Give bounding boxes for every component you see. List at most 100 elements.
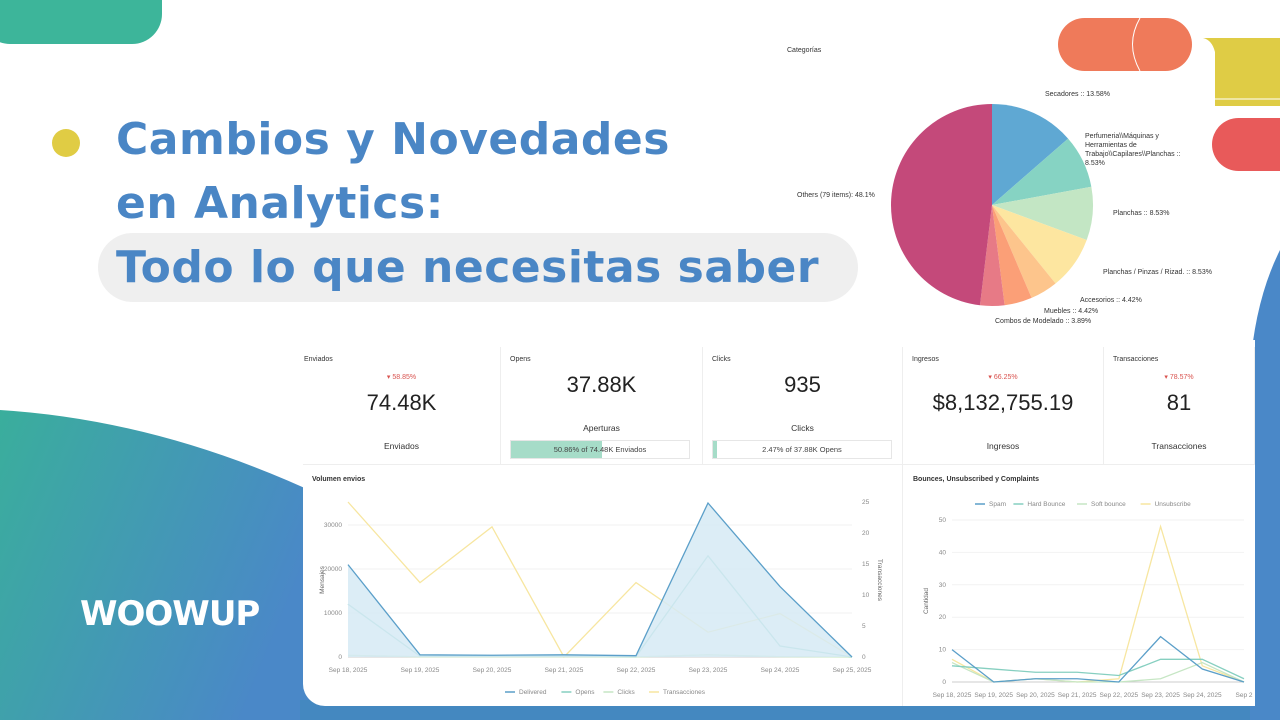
y-axis-label: Cantidad [923, 588, 930, 614]
x-tick-label: Sep 24, 2025 [761, 667, 800, 674]
legend-item[interactable]: Hard Bounce [1027, 501, 1065, 508]
y-tick-label: 0 [942, 679, 946, 686]
y2-tick-label: 5 [862, 623, 866, 630]
kpi-delta: ▾ 66.25% [988, 374, 1018, 381]
y2-tick-label: 10 [862, 592, 870, 599]
bounces-chart-title: Bounces, Unsubscribed y Complaints [913, 476, 1040, 483]
wave-shape [0, 410, 320, 720]
kpi-label: Ingresos [912, 356, 939, 363]
series-line-hard-bounce[interactable] [951, 658, 1245, 680]
y-tick-label: 0 [338, 654, 342, 661]
y2-tick-label: 15 [862, 561, 870, 568]
pie-slice[interactable] [992, 138, 1092, 205]
x-tick-label: Sep 25, 2025 [833, 667, 872, 674]
kpi-progress-bar: 50.86% of 74.48K Enviados [510, 440, 690, 459]
x-tick-label: Sep 22, 2025 [1100, 692, 1139, 699]
kpi-value: 81 [1166, 390, 1192, 415]
kpi-value: 74.48K [366, 390, 437, 415]
y-tick-label: 30 [939, 582, 947, 589]
woowup-logo: WOOWUP [80, 594, 260, 634]
y2-tick-label: 0 [862, 654, 866, 661]
legend-item[interactable]: Clicks [617, 689, 635, 696]
kpi-card-enviados: Enviados ▾ 58.85% 74.48K Enviados [303, 347, 501, 464]
y2-axis-label: Transacciones [876, 559, 883, 602]
y2-tick-label: 25 [862, 499, 870, 506]
pie-label: Muebles :: 4.42% [1044, 308, 1098, 315]
headline-line-2: en Analytics: [116, 178, 444, 229]
corner-shape [0, 0, 162, 44]
x-tick-label: Sep 21, 2025 [545, 667, 584, 674]
x-tick-label: Sep 24, 2025 [1183, 692, 1222, 699]
kpi-progress-bar: 2.47% of 37.88K Opens [712, 440, 892, 459]
pie-slice[interactable] [992, 205, 1032, 306]
x-tick-label: Sep 21, 2025 [1058, 692, 1097, 699]
pie-label: Secadores :: 13.58% [1045, 91, 1110, 98]
headline-line-1: Cambios y Novedades [116, 114, 670, 165]
kpi-label: Opens [510, 356, 531, 363]
y2-tick-label: 20 [862, 530, 870, 537]
x-tick-label: Sep 20, 2025 [1016, 692, 1055, 699]
pie-title: Categorías [787, 47, 822, 54]
y-tick-label: 30000 [324, 522, 342, 529]
kpi-card-opens: Opens 37.88K Aperturas 50.86% of 74.48K Env… [501, 347, 703, 464]
kpi-sublabel: Ingresos [986, 441, 1020, 451]
pie-slice[interactable] [992, 104, 1069, 205]
kpi-value: $8,132,755.19 [932, 390, 1074, 415]
side-shape [1250, 250, 1280, 720]
pie-label: Accesorios :: 4.42% [1080, 297, 1142, 304]
pie-label: Others (79 items): 48.1% [797, 192, 875, 199]
kpi-sublabel: Enviados [384, 441, 419, 451]
volume-chart: 0 10000 20000 30000 0 5 10 15 20 25 Sep 18, 2025 Se… [319, 499, 883, 696]
pie-slice[interactable] [992, 205, 1087, 284]
y-tick-label: 40 [939, 549, 947, 556]
pie-slice[interactable] [891, 104, 992, 306]
legend-item[interactable]: Soft bounce [1091, 501, 1126, 508]
pie-chart: Secadores :: 13.58%Perfumeria\\Máquinas … [797, 91, 1212, 325]
legend-item[interactable]: Transacciones [663, 689, 706, 696]
kpi-delta: ▾ 58.85% [386, 374, 417, 381]
kpi-delta: ▾ 78.57% [1164, 374, 1194, 381]
legend-item[interactable]: Spam [989, 501, 1006, 508]
series-line-soft-bounce[interactable] [951, 661, 1245, 683]
pie-slice[interactable] [992, 205, 1056, 298]
series-line-delivered[interactable] [347, 501, 853, 658]
pie-label: Combos de Modelado :: 3.89% [995, 318, 1091, 325]
subtitle-pill [98, 233, 858, 302]
kpi-card-ingresos: Ingresos ▾ 66.25% $8,132,755.19 Ingresos [903, 347, 1104, 464]
legend-item[interactable]: Unsubscribe [1155, 501, 1192, 508]
y-tick-label: 10 [939, 647, 947, 654]
pie-label: Perfumeria\\Máquinas y Herramientas de Tra… [1085, 133, 1181, 167]
kpi-label: Transacciones [1113, 356, 1159, 363]
series-line-spam[interactable] [951, 635, 1245, 683]
orange-pill-shape [1058, 18, 1192, 71]
bullet-dot [52, 129, 80, 157]
yellow-shape [1203, 38, 1280, 106]
pie-label: Planchas / Pinzas / Rizad. :: 8.53% [1103, 269, 1212, 276]
kpi-value: 935 [784, 372, 821, 397]
kpi-sublabel: Clicks [791, 423, 814, 433]
legend-item[interactable]: Opens [575, 689, 595, 696]
kpi-label: Enviados [304, 356, 333, 363]
y-axis-label: Mensajes [319, 565, 326, 594]
x-tick-label: Sep 18, 2025 [329, 667, 368, 674]
volume-chart-title: Volumen envios [312, 476, 366, 483]
x-tick-label: Sep 20, 2025 [473, 667, 512, 674]
kpi-sublabel: Aperturas [583, 423, 620, 433]
kpi-sublabel: Transacciones [1151, 441, 1207, 451]
y-tick-label: 20 [939, 614, 947, 621]
kpi-progress-text: 50.86% of 74.48K Enviados [553, 445, 647, 454]
x-tick-label: Sep 23, 2025 [1141, 692, 1180, 699]
y-tick-label: 20000 [324, 566, 342, 573]
kpi-card-clicks: Clicks 935 Clicks 2.47% of 37.88K Opens [703, 347, 903, 464]
headline-line-3: Todo lo que necesitas saber [116, 242, 820, 293]
y-tick-label: 10000 [324, 610, 342, 617]
legend-item[interactable]: Delivered [519, 689, 547, 696]
pie-slice[interactable] [979, 205, 1005, 306]
x-tick-label: Sep 22, 2025 [617, 667, 656, 674]
x-tick-label: Sep 19, 2025 [401, 667, 440, 674]
pie-label: Planchas :: 8.53% [1113, 210, 1169, 217]
pie-slice[interactable] [992, 186, 1093, 241]
kpi-card-transacciones: Transacciones ▾ 78.57% 81 Transacciones [1104, 347, 1255, 464]
